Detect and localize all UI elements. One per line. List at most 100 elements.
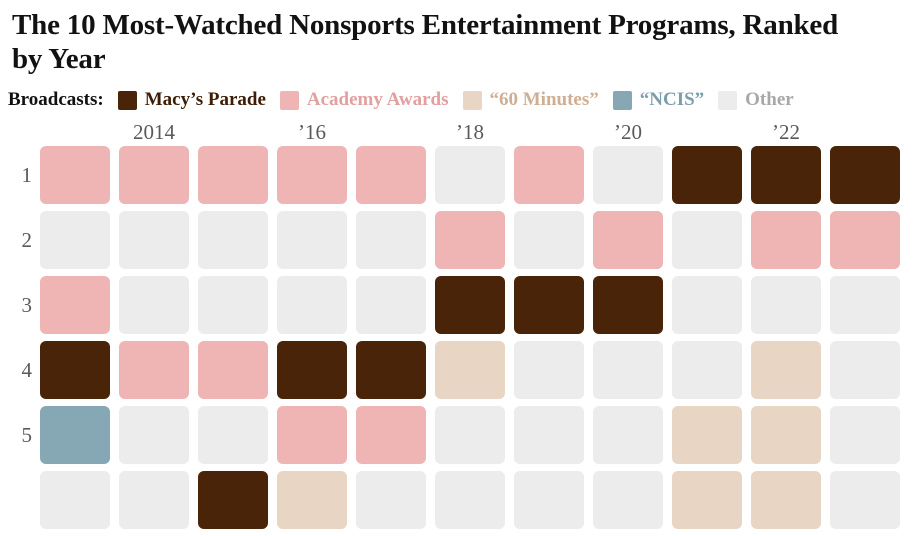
heatmap-cell[interactable] — [356, 146, 426, 204]
heatmap-cell[interactable] — [593, 211, 663, 269]
chart-heatmap: 2014 ’16 ’18 ’20 ’22 1 2 3 4 5 — [0, 120, 921, 529]
heatmap-cell[interactable] — [198, 341, 268, 399]
heatmap-cell[interactable] — [356, 211, 426, 269]
heatmap-cell[interactable] — [830, 406, 900, 464]
heatmap-cell[interactable] — [119, 276, 189, 334]
heatmap-cell[interactable] — [593, 406, 663, 464]
heatmap-cell[interactable] — [277, 211, 347, 269]
heatmap-cell[interactable] — [593, 276, 663, 334]
heatmap-cell[interactable] — [40, 276, 110, 334]
legend-swatch-icon — [279, 90, 299, 110]
legend-item[interactable]: Other — [718, 89, 794, 111]
heatmap-cell[interactable] — [198, 276, 268, 334]
heatmap-cell[interactable] — [514, 146, 584, 204]
heatmap-cell[interactable] — [119, 471, 189, 529]
heatmap-cell[interactable] — [119, 211, 189, 269]
heatmap-cell[interactable] — [356, 471, 426, 529]
heatmap-row: 3 — [0, 276, 921, 341]
legend-item-label: Macy’s Parade — [144, 89, 266, 110]
legend-item-label: Other — [745, 89, 794, 110]
heatmap-cell[interactable] — [593, 341, 663, 399]
x-axis-tick-label: ’18 — [456, 120, 484, 144]
x-axis-tick-label: ’16 — [298, 120, 326, 144]
heatmap-cell[interactable] — [277, 146, 347, 204]
heatmap-cell[interactable] — [672, 211, 742, 269]
heatmap-cell[interactable] — [435, 406, 505, 464]
legend-swatch-icon — [462, 90, 482, 110]
heatmap-cell[interactable] — [119, 341, 189, 399]
heatmap-cell[interactable] — [751, 406, 821, 464]
heatmap-cell[interactable] — [514, 471, 584, 529]
heatmap-cell[interactable] — [830, 146, 900, 204]
heatmap-cell[interactable] — [40, 471, 110, 529]
heatmap-cell[interactable] — [672, 276, 742, 334]
heatmap-cell[interactable] — [435, 341, 505, 399]
row-rank-label: 1 — [21, 163, 33, 187]
heatmap-row: 4 — [0, 341, 921, 406]
heatmap-cell[interactable] — [435, 146, 505, 204]
heatmap-cell[interactable] — [40, 406, 110, 464]
heatmap-cell[interactable] — [830, 341, 900, 399]
heatmap-cell[interactable] — [435, 276, 505, 334]
heatmap-cell[interactable] — [277, 276, 347, 334]
heatmap-cell[interactable] — [751, 146, 821, 204]
heatmap-cell[interactable] — [830, 276, 900, 334]
row-rank-label: 2 — [21, 228, 33, 252]
heatmap-cell[interactable] — [198, 211, 268, 269]
heatmap-cell[interactable] — [198, 146, 268, 204]
heatmap-cell[interactable] — [277, 406, 347, 464]
row-rank-label: 5 — [21, 423, 33, 447]
heatmap-cell[interactable] — [514, 211, 584, 269]
heatmap-cell[interactable] — [277, 341, 347, 399]
heatmap-row: 2 — [0, 211, 921, 276]
legend-item-label: “60 Minutes” — [489, 89, 599, 110]
heatmap-cell[interactable] — [751, 341, 821, 399]
legend-item[interactable]: “NCIS” — [612, 89, 705, 111]
x-axis-tick-label: ’20 — [614, 120, 642, 144]
heatmap-cell[interactable] — [672, 341, 742, 399]
heatmap-cell[interactable] — [356, 276, 426, 334]
heatmap-cell[interactable] — [356, 406, 426, 464]
heatmap-cell[interactable] — [356, 341, 426, 399]
x-axis-tick-label: ’22 — [772, 120, 800, 144]
heatmap-cell[interactable] — [514, 406, 584, 464]
legend-swatch-icon — [612, 90, 632, 110]
heatmap-cell[interactable] — [672, 146, 742, 204]
heatmap-cell[interactable] — [40, 211, 110, 269]
row-rank-label: 4 — [21, 358, 33, 382]
heatmap-cell[interactable] — [514, 276, 584, 334]
x-axis-year-labels: 2014 ’16 ’18 ’20 ’22 — [40, 120, 921, 146]
heatmap-cell[interactable] — [593, 146, 663, 204]
heatmap-cell[interactable] — [198, 406, 268, 464]
heatmap-cell[interactable] — [119, 406, 189, 464]
heatmap-cell[interactable] — [277, 471, 347, 529]
heatmap-cell[interactable] — [514, 341, 584, 399]
page-title: The 10 Most-Watched Nonsports Entertainm… — [12, 9, 839, 75]
heatmap-row: 1 — [0, 146, 921, 211]
legend-title: Broadcasts: — [8, 89, 104, 110]
heatmap-cell[interactable] — [435, 211, 505, 269]
heatmap-row: 5 — [0, 406, 921, 471]
heatmap-cell[interactable] — [119, 146, 189, 204]
row-rank-label: 3 — [21, 293, 33, 317]
heatmap-grid: 1 2 3 4 5 — [0, 146, 921, 536]
heatmap-cell[interactable] — [830, 211, 900, 269]
heatmap-cell[interactable] — [593, 471, 663, 529]
heatmap-cell[interactable] — [830, 471, 900, 529]
legend: Broadcasts: Macy’s Parade Academy Awards “… — [0, 76, 921, 114]
heatmap-cell[interactable] — [672, 406, 742, 464]
heatmap-cell[interactable] — [672, 471, 742, 529]
legend-items: Macy’s Parade Academy Awards “60 Minutes” “… — [117, 89, 808, 111]
heatmap-cell[interactable] — [40, 146, 110, 204]
heatmap-cell[interactable] — [40, 341, 110, 399]
heatmap-cell[interactable] — [435, 471, 505, 529]
legend-item[interactable]: “60 Minutes” — [462, 89, 599, 111]
heatmap-cell[interactable] — [751, 211, 821, 269]
legend-item[interactable]: Macy’s Parade — [117, 89, 266, 111]
legend-item-label: “NCIS” — [639, 89, 705, 110]
legend-item-label: Academy Awards — [306, 89, 449, 110]
heatmap-cell[interactable] — [751, 471, 821, 529]
legend-item[interactable]: Academy Awards — [279, 89, 449, 111]
heatmap-cell[interactable] — [198, 471, 268, 529]
heatmap-cell[interactable] — [751, 276, 821, 334]
